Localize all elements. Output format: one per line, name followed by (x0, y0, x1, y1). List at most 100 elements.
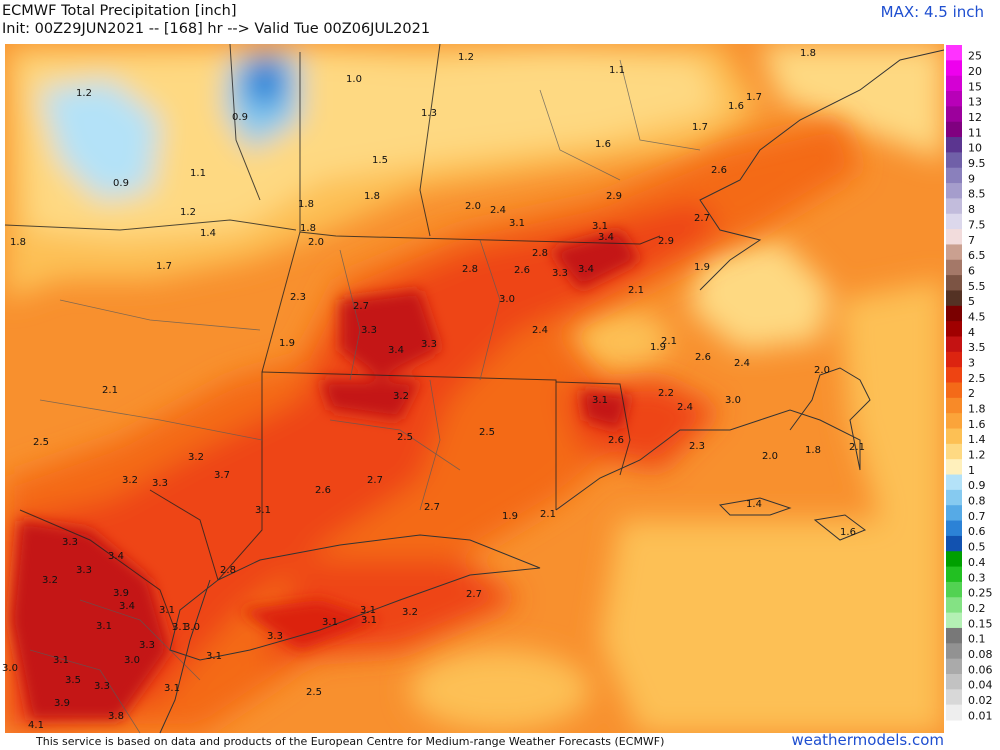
value-label: 2.3 (290, 292, 306, 303)
value-label: 1.9 (279, 338, 295, 349)
value-label: 2.2 (658, 388, 674, 399)
colorbar-label: 20 (968, 65, 982, 78)
colorbar-swatch (946, 612, 962, 629)
colorbar-label: 6 (968, 264, 975, 277)
value-label: 2.1 (540, 509, 556, 520)
colorbar-label: 9 (968, 172, 975, 185)
value-label: 2.0 (814, 365, 830, 376)
value-label: 3.2 (188, 452, 204, 463)
value-label: 0.9 (232, 112, 248, 123)
value-label: 3.1 (360, 605, 376, 616)
colorbar-swatch (946, 489, 962, 506)
colorbar-swatch (946, 704, 962, 721)
geography (4, 43, 945, 734)
colorbar-label: 0.4 (968, 556, 986, 569)
colorbar-label: 2.5 (968, 372, 986, 385)
footer-note: This service is based on data and produc… (36, 735, 665, 748)
value-label: 3.1 (159, 605, 175, 616)
value-label: 3.3 (552, 268, 568, 279)
colorbar-label: 0.9 (968, 479, 986, 492)
value-label: 1.2 (458, 52, 474, 63)
value-label: 2.7 (694, 213, 710, 224)
colorbar-swatch (946, 658, 962, 675)
value-label: 2.9 (658, 236, 674, 247)
colorbar-swatch (946, 198, 962, 215)
value-label: 2.7 (466, 589, 482, 600)
colorbar-label: 7 (968, 234, 975, 247)
colorbar-label: 0.01 (968, 709, 993, 722)
value-label: 3.0 (2, 663, 18, 674)
colorbar-swatch (946, 597, 962, 614)
value-label: 3.1 (206, 651, 222, 662)
colorbar-swatch (946, 229, 962, 245)
value-label: 3.3 (421, 339, 437, 350)
colorbar-label: 12 (968, 111, 982, 124)
colorbar-swatch (946, 520, 962, 537)
value-labels: 1.2 0.9 1.1 1.2 1.4 1.7 1.8 0.9 1.0 1.2 1.3 1.5 1.8 1… (2, 48, 865, 731)
colorbar-swatch (946, 566, 962, 583)
value-label: 3.3 (139, 640, 155, 651)
value-label: 2.5 (33, 437, 49, 448)
colorbar-label: 9.5 (968, 157, 986, 170)
value-label: 2.8 (220, 565, 236, 576)
colorbar-swatch (946, 60, 962, 77)
value-label: 2.0 (762, 451, 778, 462)
value-label: 2.3 (689, 441, 705, 452)
colorbar-label: 0.02 (968, 694, 993, 707)
value-label: 1.5 (372, 155, 388, 166)
colorbar-label: 0.1 (968, 633, 986, 646)
value-label: 1.7 (692, 122, 708, 133)
value-label: 3.3 (152, 478, 168, 489)
value-label: 2.1 (661, 336, 677, 347)
value-label: 2.4 (734, 358, 750, 369)
colorbar-label: 7.5 (968, 218, 986, 231)
value-label: 2.7 (424, 502, 440, 513)
value-label: 2.7 (353, 301, 369, 312)
value-label: 3.0 (184, 622, 200, 633)
value-label: 1.8 (298, 199, 314, 210)
value-label: 3.7 (214, 470, 230, 481)
precip-field (5, 44, 944, 733)
value-label: 3.1 (509, 218, 525, 229)
value-label: 2.8 (462, 264, 478, 275)
colorbar-swatch (946, 137, 962, 153)
colorbar-swatch (946, 367, 962, 383)
value-label: 2.6 (315, 485, 331, 496)
colorbar-swatch (946, 290, 962, 307)
max-label: MAX: 4.5 inch (880, 3, 984, 21)
value-label: 3.2 (42, 575, 58, 586)
value-label: 3.9 (54, 698, 70, 709)
value-label: 1.4 (746, 499, 762, 510)
colorbar-swatch (946, 382, 962, 399)
colorbar-label: 0.3 (968, 571, 986, 584)
colorbar-swatch (946, 336, 962, 353)
value-label: 3.8 (108, 711, 124, 722)
value-label: 3.1 (322, 617, 338, 628)
value-label: 2.1 (102, 385, 118, 396)
colorbar-label: 0.8 (968, 495, 986, 508)
value-label: 3.1 (255, 505, 271, 516)
colorbar-label: 10 (968, 142, 982, 155)
value-label: 1.4 (200, 228, 216, 239)
colorbar-swatch (946, 459, 962, 476)
colorbar-label: 13 (968, 96, 982, 109)
value-label: 1.8 (800, 48, 816, 59)
value-label: 3.4 (108, 551, 124, 562)
value-label: 3.3 (94, 681, 110, 692)
colorbar-swatch (946, 305, 962, 322)
value-label: 3.4 (119, 601, 135, 612)
value-label: 1.6 (595, 139, 611, 150)
value-label: 3.1 (361, 615, 377, 626)
value-label: 3.2 (402, 607, 418, 618)
colorbar-swatch (946, 581, 962, 598)
colorbar-label: 11 (968, 126, 982, 139)
value-label: 2.6 (711, 165, 727, 176)
value-label: 3.1 (53, 655, 69, 666)
colorbar-swatch (946, 474, 962, 491)
colorbar-label: 1.4 (968, 433, 986, 446)
value-label: 3.1 (164, 683, 180, 694)
colorbar-swatch (946, 75, 962, 92)
colorbar-label: 3 (968, 356, 975, 369)
colorbar-swatch (946, 627, 962, 644)
